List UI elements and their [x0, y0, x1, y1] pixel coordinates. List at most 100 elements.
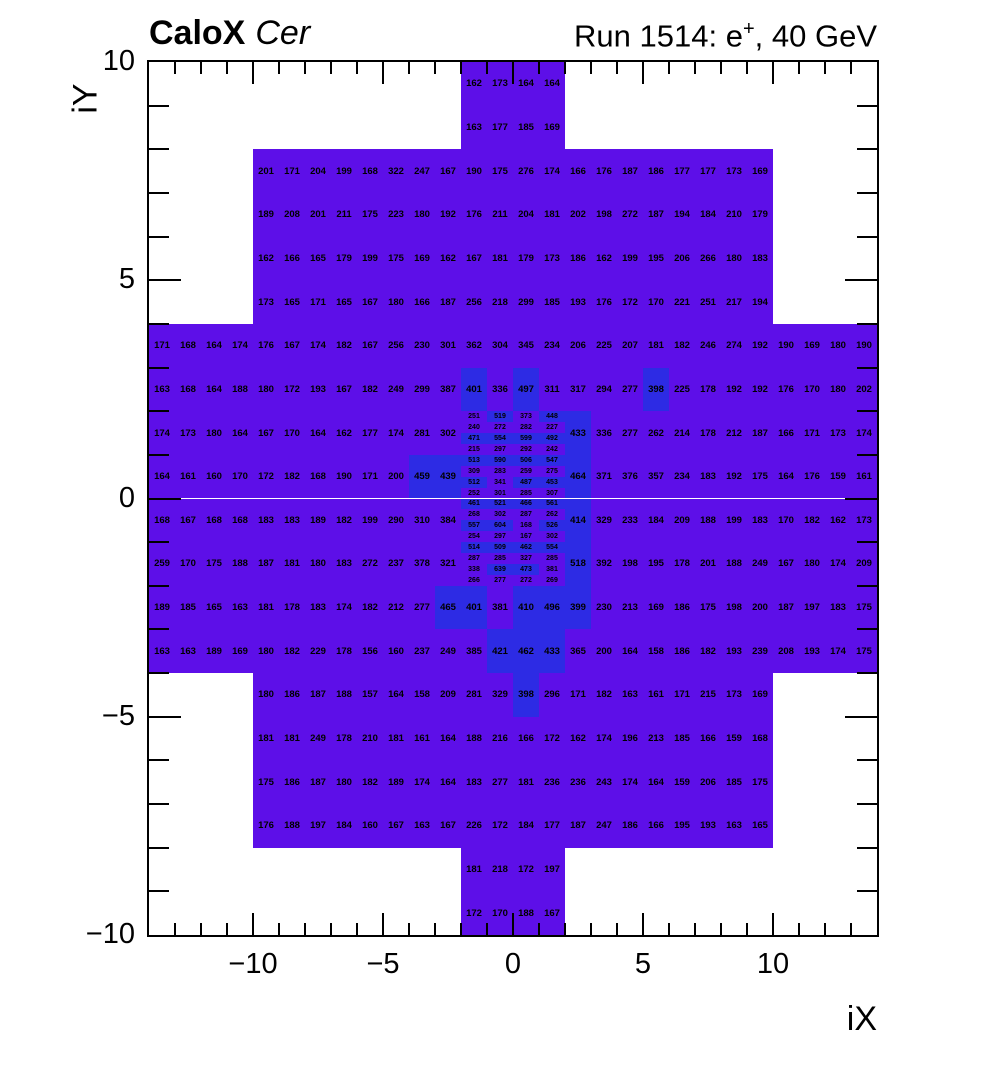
heatmap-cell: 240	[461, 422, 487, 434]
y-axis-tick-left	[149, 497, 181, 500]
cell-value: 275	[546, 467, 558, 475]
x-axis-tick-top	[382, 62, 384, 84]
heatmap-cell: 174	[825, 542, 851, 586]
heatmap-cell: 189	[253, 192, 279, 237]
x-axis-tick-bottom	[486, 923, 488, 935]
x-axis-tick-bottom	[174, 923, 176, 935]
heatmap-cell: 159	[825, 454, 851, 499]
heatmap-cell: 513	[461, 454, 487, 466]
cell-value: 182	[284, 645, 300, 657]
heatmap-cell: 223	[383, 192, 409, 237]
heatmap-cell: 376	[617, 454, 643, 499]
heatmap-cell: 187	[305, 760, 331, 805]
cell-value: 311	[544, 383, 560, 395]
cell-value: 183	[830, 602, 846, 614]
x-axis-tick-top	[590, 62, 592, 74]
heatmap-cell: 327	[513, 553, 539, 564]
cell-value: 163	[154, 383, 170, 395]
cell-value: 421	[492, 645, 508, 657]
x-axis-tick-bottom	[382, 913, 384, 935]
cell-value: 172	[518, 864, 534, 875]
cell-value: 170	[180, 558, 196, 570]
cell-value: 196	[622, 733, 638, 745]
heatmap-cell: 259	[513, 465, 539, 477]
heatmap-cell: 204	[513, 192, 539, 237]
heatmap-cell: 272	[617, 192, 643, 237]
heatmap-cell: 162	[591, 236, 617, 281]
heatmap-cell: 167	[539, 891, 565, 935]
x-axis-tick-bottom	[512, 913, 514, 935]
cell-value: 182	[362, 383, 378, 395]
heatmap-cell: 185	[175, 585, 201, 630]
heatmap-cell: 299	[409, 367, 435, 412]
x-axis-tick-bottom	[278, 923, 280, 935]
heatmap-cell: 168	[305, 454, 331, 499]
x-axis-tick-top	[200, 62, 202, 74]
heatmap-cell: 171	[565, 673, 591, 717]
heatmap-cell: 487	[513, 476, 539, 488]
y-axis-tick-right	[857, 453, 877, 456]
heatmap-cell: 172	[617, 280, 643, 324]
cell-value: 164	[310, 427, 326, 439]
cell-value: 188	[726, 558, 742, 570]
cell-value: 251	[700, 296, 716, 308]
heatmap-cell: 183	[305, 585, 331, 630]
heatmap-cell: 163	[149, 629, 175, 674]
cell-value: 239	[752, 645, 768, 657]
cell-value: 266	[700, 252, 716, 264]
cell-value: 167	[180, 514, 196, 526]
cell-value: 175	[856, 602, 872, 614]
heatmap-cell: 204	[305, 149, 331, 193]
x-axis-tick-top	[642, 62, 644, 84]
cell-value: 327	[520, 555, 532, 563]
cell-value: 170	[284, 427, 300, 439]
cell-value: 202	[570, 209, 586, 221]
cell-value: 249	[388, 383, 404, 395]
heatmap-cell: 218	[487, 847, 513, 892]
cell-value: 208	[284, 209, 300, 221]
heatmap-cell: 209	[669, 498, 695, 543]
x-axis-tick-top	[564, 62, 566, 74]
heatmap-cell: 200	[591, 629, 617, 674]
heatmap-cell: 519	[487, 411, 513, 423]
heatmap-cell: 175	[487, 149, 513, 193]
heatmap-cell: 174	[825, 629, 851, 674]
heatmap-cell: 180	[799, 542, 825, 586]
cell-value: 190	[336, 471, 352, 483]
heatmap-cell: 297	[487, 531, 513, 543]
cell-value: 179	[752, 209, 768, 221]
cell-value: 299	[414, 383, 430, 395]
cell-value: 183	[466, 776, 482, 788]
heatmap-cell: 161	[409, 716, 435, 761]
heatmap-cell: 242	[539, 443, 565, 455]
cell-value: 302	[440, 427, 456, 439]
cell-value: 371	[596, 471, 612, 483]
cell-value: 169	[804, 340, 820, 352]
y-axis-tick-right	[857, 628, 877, 631]
cell-value: 165	[310, 252, 326, 264]
cell-value: 163	[414, 820, 430, 832]
cell-value: 187	[752, 427, 768, 439]
heatmap-cell: 336	[487, 367, 513, 412]
heatmap-cell: 398	[643, 367, 669, 412]
cell-value: 256	[388, 340, 404, 352]
cell-value: 184	[700, 209, 716, 221]
cell-value: 526	[546, 522, 558, 530]
cell-value: 212	[726, 427, 742, 439]
heatmap-cell: 297	[487, 443, 513, 455]
y-axis-tick-left	[149, 759, 169, 762]
cell-value: 223	[388, 209, 404, 221]
x-axis-tick-bottom	[850, 923, 852, 935]
heatmap-cell: 183	[825, 585, 851, 630]
heatmap-cell: 161	[175, 454, 201, 499]
heatmap-cell: 169	[227, 629, 253, 674]
heatmap-cell: 365	[565, 629, 591, 674]
heatmap-cell: 174	[851, 411, 877, 455]
cell-value: 164	[232, 427, 248, 439]
cell-value: 410	[518, 602, 534, 614]
cell-value: 164	[778, 471, 794, 483]
heatmap-cell: 169	[747, 149, 773, 193]
y-axis-tick-right	[857, 890, 877, 893]
heatmap-cell: 185	[669, 716, 695, 761]
heatmap-cell: 164	[201, 323, 227, 368]
